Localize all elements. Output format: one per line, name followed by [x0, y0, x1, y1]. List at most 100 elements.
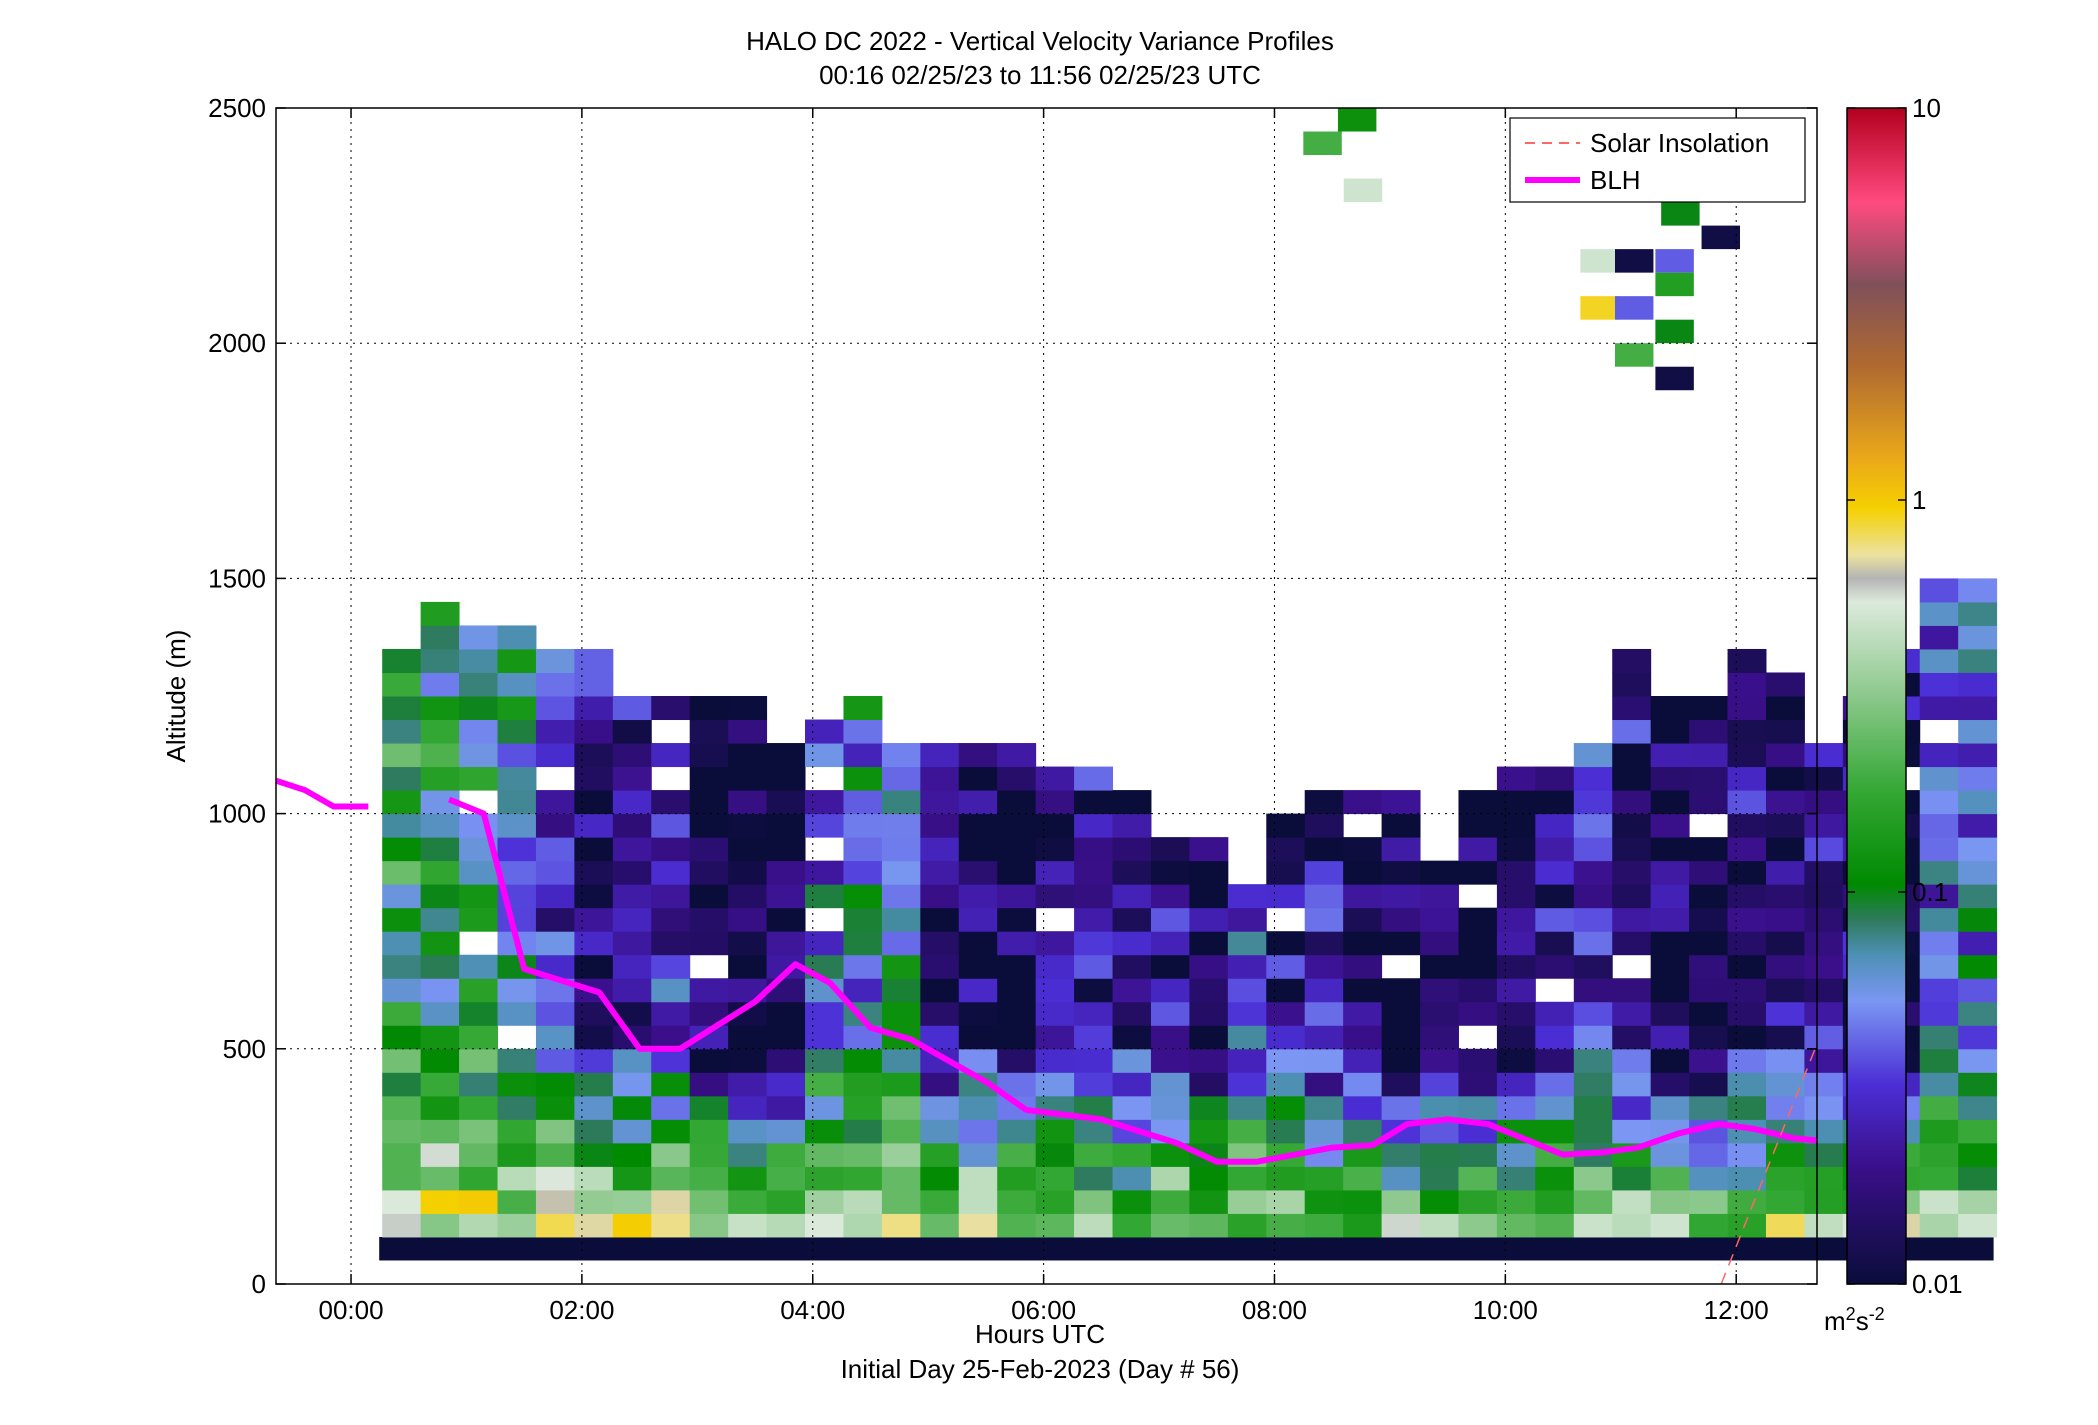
heatmap-cell [382, 837, 422, 862]
heatmap-cell [420, 648, 460, 673]
heatmap-cell [535, 860, 575, 885]
heatmap-cell [1573, 1119, 1613, 1144]
heatmap-cell [1727, 837, 1767, 862]
heatmap-cell [497, 1213, 537, 1238]
heatmap-cell [535, 1189, 575, 1214]
heatmap-cell [535, 931, 575, 956]
x-tick-label: 06:00 [1011, 1295, 1076, 1325]
heatmap-cell [1650, 766, 1690, 791]
heatmap-cell [612, 884, 652, 909]
heatmap-cell [1765, 1189, 1805, 1214]
heatmap-cell [1650, 743, 1690, 768]
heatmap-cell [1958, 1025, 1998, 1050]
heatmap-cell [1650, 1166, 1690, 1191]
heatmap-cell [1804, 907, 1844, 932]
heatmap-cell [382, 1048, 422, 1073]
heatmap-cell [1573, 931, 1613, 956]
heatmap-cell [382, 766, 422, 791]
heatmap-cell [1765, 1166, 1805, 1191]
heatmap-cell [535, 790, 575, 815]
heatmap-cell [1919, 766, 1959, 791]
heatmap-cell [420, 837, 460, 862]
heatmap-cell [1689, 837, 1729, 862]
heatmap-cell [1381, 1166, 1421, 1191]
heatmap-cell [689, 1048, 729, 1073]
heatmap-cell [1150, 1095, 1190, 1120]
heatmap-cell [420, 672, 460, 697]
heatmap-cell [612, 907, 652, 932]
heatmap-cell [1573, 1072, 1613, 1097]
heatmap-cell [1535, 954, 1575, 979]
heatmap-cell [1343, 178, 1383, 203]
heatmap-cell [1958, 1213, 1998, 1238]
heatmap-cell [1458, 1048, 1498, 1073]
heatmap-cell [574, 766, 614, 791]
heatmap-cell [1612, 696, 1652, 721]
colorbar-tick-label: 0.01 [1912, 1269, 1963, 1299]
heatmap-cell [1612, 1166, 1652, 1191]
heatmap-cell [1535, 1025, 1575, 1050]
colorbar-unit-mid: s [1856, 1306, 1869, 1336]
heatmap-cell [497, 1166, 537, 1191]
heatmap-cell [689, 1213, 729, 1238]
heatmap-cell [1765, 931, 1805, 956]
heatmap-cell [420, 978, 460, 1003]
heatmap-cell [1958, 1189, 1998, 1214]
heatmap-cell [1727, 719, 1767, 744]
heatmap-cell [1458, 1072, 1498, 1097]
heatmap-cell [1765, 837, 1805, 862]
heatmap-cell [958, 837, 998, 862]
heatmap-cell [1343, 1095, 1383, 1120]
heatmap-cell [382, 1213, 422, 1238]
heatmap-cell [1458, 837, 1498, 862]
heatmap-cell [766, 931, 806, 956]
heatmap-cell [689, 1166, 729, 1191]
heatmap-cell [1958, 1048, 1998, 1073]
heatmap-cell [766, 1001, 806, 1026]
heatmap-cell [1689, 1142, 1729, 1167]
heatmap-cell [1727, 790, 1767, 815]
heatmap-cell [1689, 1025, 1729, 1050]
heatmap-cell [1958, 907, 1998, 932]
heatmap-cell [1112, 1095, 1152, 1120]
heatmap-cell [805, 1095, 844, 1120]
heatmap-cell [1689, 1095, 1729, 1120]
x-tick-label: 00:00 [318, 1295, 383, 1325]
heatmap-cell [1420, 931, 1459, 956]
heatmap-cell [689, 860, 729, 885]
heatmap-cell [958, 743, 998, 768]
heatmap-cell [1150, 1189, 1190, 1214]
heatmap-cell [1614, 343, 1654, 367]
colorbar: 0.01 0.1 1 10 m2s-2 [1824, 93, 1963, 1336]
heatmap-cell [920, 978, 960, 1003]
heatmap-cell [1266, 1048, 1306, 1073]
heatmap-cell [1919, 954, 1959, 979]
heatmap-cell [1343, 860, 1383, 885]
heatmap-cell [459, 625, 499, 650]
heatmap-cell [574, 1213, 614, 1238]
heatmap-cell [766, 1189, 806, 1214]
heatmap-cell [1343, 1025, 1383, 1050]
heatmap-cell [1919, 672, 1959, 697]
heatmap-cell [612, 1072, 652, 1097]
heatmap-cell [497, 1048, 537, 1073]
heatmap-cell [1343, 1189, 1383, 1214]
heatmap-cell [1612, 978, 1652, 1003]
heatmap-cell [1496, 860, 1536, 885]
heatmap-cell [881, 978, 921, 1003]
heatmap-cell [1074, 1048, 1114, 1073]
heatmap-cell [497, 672, 537, 697]
heatmap-cell [997, 1189, 1037, 1214]
heatmap-cell [1765, 978, 1805, 1003]
heatmap-cell [997, 790, 1037, 815]
heatmap-cell [843, 1048, 883, 1073]
heatmap-cell [1612, 672, 1652, 697]
heatmap-cell [497, 837, 537, 862]
heatmap-cell [1919, 625, 1959, 650]
heatmap-cell [1765, 672, 1805, 697]
heatmap-cell [651, 954, 691, 979]
x-axis-label: Hours UTC [975, 1319, 1105, 1349]
heatmap-cell [1458, 790, 1498, 815]
heatmap-cell [1304, 1095, 1344, 1120]
heatmap-cell [459, 743, 499, 768]
